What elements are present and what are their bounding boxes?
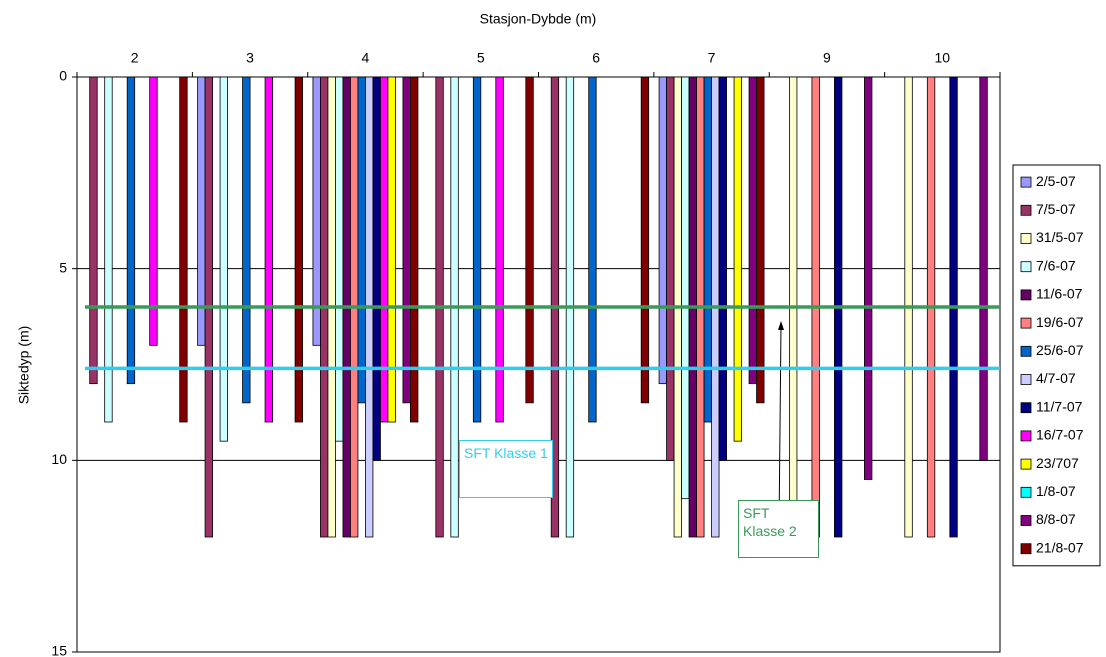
bar — [658, 76, 667, 385]
legend-box — [1012, 164, 1101, 567]
bar — [312, 76, 321, 346]
bar — [402, 76, 411, 404]
bar — [410, 76, 419, 423]
legend-swatch — [1020, 374, 1032, 385]
x-tick-label: 2 — [131, 50, 139, 66]
x-tick-label: 7 — [708, 50, 716, 66]
legend-label: 11/6-07 — [1036, 286, 1083, 302]
legend-label: 16/7-07 — [1036, 427, 1084, 443]
bar — [472, 76, 482, 423]
legend-swatch — [1020, 458, 1032, 470]
legend-swatch — [1020, 261, 1032, 273]
legend-label: 1/8-07 — [1036, 483, 1076, 499]
reference-label: SFT Klasse 2 — [738, 500, 819, 558]
bar — [864, 76, 873, 480]
bar — [733, 76, 742, 442]
x-tick-label: 5 — [477, 50, 485, 66]
legend-swatch — [1020, 345, 1032, 357]
legend-label: 7/5-07 — [1036, 201, 1076, 217]
arrow — [778, 324, 782, 531]
x-tick-label: 9 — [823, 50, 831, 66]
bar — [387, 76, 396, 423]
plot-border — [76, 76, 1001, 653]
legend-swatch — [1020, 317, 1032, 329]
legend-swatch — [1020, 289, 1032, 301]
legend-label: 11/7-07 — [1036, 398, 1083, 414]
legend-swatch — [1020, 233, 1032, 244]
bar — [335, 76, 344, 442]
arrow-head — [778, 321, 784, 330]
legend-swatch — [1020, 402, 1032, 414]
legend-label: 19/6-07 — [1036, 314, 1084, 330]
reference-label: SFT Klasse 1 — [459, 440, 553, 498]
x-tick-label: 6 — [592, 50, 600, 66]
x-tick-label: 3 — [246, 50, 254, 66]
legend-swatch — [1020, 430, 1032, 442]
bar — [681, 76, 690, 500]
legend-label: 31/5-07 — [1036, 229, 1084, 245]
bar — [104, 76, 113, 423]
legend-label: 25/6-07 — [1036, 342, 1084, 358]
y-tick-label: 5 — [59, 259, 67, 275]
y-tick-label: 0 — [59, 68, 67, 84]
legend-swatch — [1020, 176, 1032, 188]
bar — [149, 76, 158, 346]
legend-swatch — [1020, 543, 1032, 555]
bar — [979, 76, 988, 461]
x-axis-title: Stasjon-Dybde (m) — [480, 11, 597, 27]
y-tick-label: 15 — [51, 643, 67, 657]
bar — [242, 76, 251, 404]
bar — [718, 76, 727, 461]
y-axis-title: Siktedyp (m) — [16, 326, 32, 405]
legend-swatch — [1020, 486, 1032, 498]
bar — [495, 76, 504, 423]
legend-swatch — [1020, 515, 1032, 526]
bar — [748, 76, 757, 385]
legend-swatch — [1020, 204, 1032, 216]
legend-label: 2/5-07 — [1036, 173, 1076, 189]
legend-label: 8/8-07 — [1036, 511, 1076, 527]
legend-label: 21/8-07 — [1036, 539, 1084, 555]
bar — [588, 76, 597, 423]
y-tick-label: 10 — [51, 451, 67, 467]
legend-label: 4/7-07 — [1036, 370, 1076, 386]
bar — [640, 76, 650, 404]
bar — [525, 76, 534, 404]
bar — [756, 76, 765, 404]
bar — [219, 76, 228, 442]
bar — [264, 76, 273, 423]
bar — [372, 76, 381, 461]
x-tick-label: 10 — [935, 50, 951, 66]
bar — [197, 76, 206, 346]
bar — [357, 76, 366, 404]
bar — [703, 76, 712, 423]
bar — [666, 76, 675, 461]
bar — [126, 76, 136, 385]
legend-label: 7/6-07 — [1036, 257, 1076, 273]
legend-label: 23/707 — [1036, 455, 1079, 471]
bar — [380, 76, 389, 423]
bar — [89, 76, 98, 385]
bar — [294, 76, 303, 423]
x-tick-label: 4 — [362, 50, 370, 66]
bar — [179, 76, 188, 423]
